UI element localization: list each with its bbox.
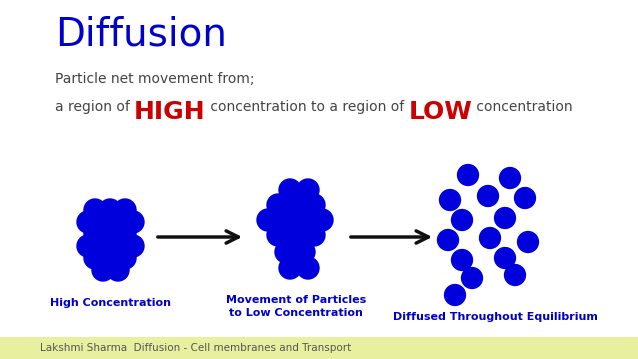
Ellipse shape	[478, 186, 498, 206]
Ellipse shape	[122, 235, 144, 257]
Ellipse shape	[77, 235, 99, 257]
Ellipse shape	[114, 199, 136, 221]
Ellipse shape	[84, 199, 106, 221]
Ellipse shape	[303, 224, 325, 246]
Ellipse shape	[517, 232, 538, 252]
Ellipse shape	[285, 224, 307, 246]
Ellipse shape	[505, 265, 526, 285]
Ellipse shape	[445, 285, 466, 306]
Ellipse shape	[438, 229, 459, 251]
Ellipse shape	[311, 209, 333, 231]
Ellipse shape	[99, 199, 121, 221]
Ellipse shape	[494, 208, 516, 228]
Text: concentration to a region of: concentration to a region of	[206, 100, 408, 114]
Ellipse shape	[84, 247, 106, 269]
Ellipse shape	[122, 211, 144, 233]
Ellipse shape	[267, 224, 289, 246]
Ellipse shape	[452, 250, 473, 270]
Text: High Concentration: High Concentration	[50, 298, 170, 308]
Ellipse shape	[77, 211, 99, 233]
Ellipse shape	[303, 194, 325, 216]
Text: a region of: a region of	[55, 100, 134, 114]
Ellipse shape	[440, 190, 461, 210]
Ellipse shape	[92, 259, 114, 281]
Text: LOW: LOW	[408, 100, 472, 124]
Ellipse shape	[99, 223, 121, 245]
Ellipse shape	[297, 179, 319, 201]
Ellipse shape	[99, 247, 121, 269]
Ellipse shape	[480, 228, 500, 248]
Ellipse shape	[275, 209, 297, 231]
Text: Movement of Particles
to Low Concentration: Movement of Particles to Low Concentrati…	[226, 295, 366, 318]
Ellipse shape	[114, 223, 136, 245]
Ellipse shape	[92, 211, 114, 233]
Ellipse shape	[297, 257, 319, 279]
Ellipse shape	[114, 247, 136, 269]
Ellipse shape	[452, 210, 473, 230]
Ellipse shape	[500, 168, 521, 188]
Text: Lakshmi Sharma  Diffusion - Cell membranes and Transport: Lakshmi Sharma Diffusion - Cell membrane…	[40, 343, 352, 353]
Text: Particle net movement from;: Particle net movement from;	[55, 72, 255, 86]
Ellipse shape	[275, 241, 297, 263]
Ellipse shape	[107, 211, 129, 233]
Ellipse shape	[293, 241, 315, 263]
Ellipse shape	[461, 267, 482, 288]
Ellipse shape	[279, 179, 301, 201]
Ellipse shape	[257, 209, 279, 231]
Ellipse shape	[515, 187, 535, 209]
Text: Diffused Throughout Equilibrium: Diffused Throughout Equilibrium	[392, 312, 597, 322]
Ellipse shape	[279, 257, 301, 279]
Bar	[0, 337, 638, 359]
Ellipse shape	[107, 235, 129, 257]
Text: HIGH: HIGH	[134, 100, 206, 124]
Ellipse shape	[267, 194, 289, 216]
Ellipse shape	[84, 223, 106, 245]
Ellipse shape	[107, 259, 129, 281]
Ellipse shape	[293, 209, 315, 231]
Ellipse shape	[92, 235, 114, 257]
Text: Diffusion: Diffusion	[55, 15, 227, 53]
Ellipse shape	[457, 164, 478, 186]
Ellipse shape	[285, 194, 307, 216]
Ellipse shape	[494, 248, 516, 269]
Text: concentration: concentration	[472, 100, 573, 114]
